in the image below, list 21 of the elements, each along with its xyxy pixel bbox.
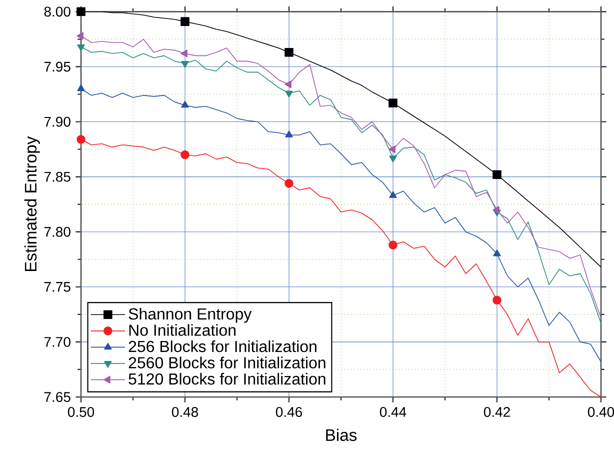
y-tick-label: 8.00 <box>44 6 70 17</box>
y-tick-label: 7.65 <box>44 392 70 402</box>
x-tick-label: 0.46 <box>276 407 302 417</box>
y-tick-label: 7.80 <box>44 226 70 237</box>
x-tick-label: 0.44 <box>380 407 406 417</box>
y-tick-label: 7.70 <box>44 336 70 347</box>
legend-label: 5120 Blocks for Initialization <box>128 372 326 385</box>
y-tick-label: 7.90 <box>44 116 70 127</box>
x-tick-label: 0.48 <box>172 407 198 417</box>
legend-label: No Initialization <box>129 324 236 336</box>
x-axis-title: Bias <box>326 428 357 442</box>
legend-label: 2560 Blocks for Initialization <box>128 356 326 368</box>
y-axis-title: Estimated Entropy <box>24 136 40 272</box>
y-tick-label: 7.85 <box>44 172 70 182</box>
y-tick-label: 7.95 <box>44 62 70 72</box>
legend-label: 256 Blocks for Initialization <box>128 340 316 352</box>
x-tick-label: 0.50 <box>68 407 94 417</box>
legend-label: Shannon Entropy <box>128 308 252 323</box>
x-tick-label: 0.40 <box>588 407 614 417</box>
y-tick-label: 7.75 <box>44 282 70 292</box>
x-tick-label: 0.42 <box>484 407 510 417</box>
